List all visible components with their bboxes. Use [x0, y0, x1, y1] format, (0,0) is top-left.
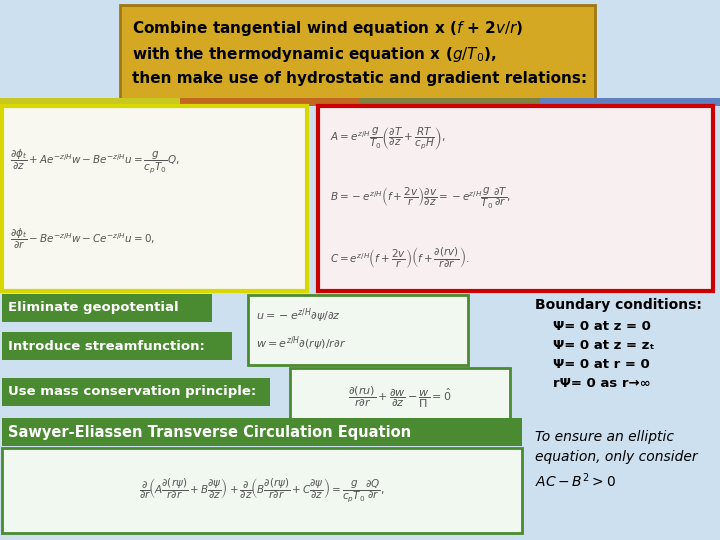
Text: To ensure an elliptic
equation, only consider
$AC - B^2 > 0$: To ensure an elliptic equation, only con… [535, 430, 698, 490]
Bar [2, 448, 522, 533]
Text: $\dfrac{\partial \phi_t}{\partial r} - Be^{-z/H}w - Ce^{-z/H}u = 0,$: $\dfrac{\partial \phi_t}{\partial r} - B… [10, 227, 155, 251]
Text: Use mass conservation principle:: Use mass conservation principle: [8, 386, 256, 399]
Bar [540, 98, 720, 106]
Bar [120, 5, 595, 100]
Text: $\dfrac{\partial(ru)}{r\partial r} + \dfrac{\partial w}{\partial z} - \dfrac{w}{: $\dfrac{\partial(ru)}{r\partial r} + \df… [348, 384, 451, 410]
Bar [2, 378, 270, 406]
Bar [2, 418, 522, 446]
Bar [180, 98, 360, 106]
Text: $C = e^{z/H}\left(f + \dfrac{2v}{r}\right)\left(f + \dfrac{\partial(rv)}{r\parti: $C = e^{z/H}\left(f + \dfrac{2v}{r}\righ… [330, 245, 469, 270]
Bar [2, 294, 212, 322]
Bar [360, 98, 540, 106]
Text: Introduce streamfunction:: Introduce streamfunction: [8, 340, 205, 353]
Text: Eliminate geopotential: Eliminate geopotential [8, 301, 179, 314]
Text: Boundary conditions:: Boundary conditions: [535, 298, 702, 312]
Bar [318, 106, 713, 291]
Text: $\dfrac{\partial \phi_t}{\partial z} + Ae^{-z/H}w - Be^{-z/H}u = \dfrac{g}{c_p T: $\dfrac{\partial \phi_t}{\partial z} + A… [10, 147, 179, 176]
Text: $\dfrac{\partial}{\partial r}\!\left(A\dfrac{\partial(r\psi)}{r\partial r} + B\d: $\dfrac{\partial}{\partial r}\!\left(A\d… [139, 476, 384, 505]
Text: Combine tangential wind equation x ($\mathit{f}$ + 2$\mathit{v/r}$)
with the the: Combine tangential wind equation x ($\ma… [132, 19, 587, 85]
Bar [248, 295, 468, 365]
Bar [290, 368, 510, 426]
Bar [2, 332, 232, 360]
Text: $u = -e^{z/H}\partial\psi/\partial z$: $u = -e^{z/H}\partial\psi/\partial z$ [256, 307, 341, 325]
Text: $w = e^{z/H}\partial(r\psi)/r\partial r$: $w = e^{z/H}\partial(r\psi)/r\partial r$ [256, 335, 346, 353]
Text: Ψ= 0 at z = 0
Ψ= 0 at z = zₜ
Ψ= 0 at r = 0
rΨ= 0 as r→∞: Ψ= 0 at z = 0 Ψ= 0 at z = zₜ Ψ= 0 at r =… [553, 320, 654, 390]
Text: $A = e^{z/H}\dfrac{g}{T_0}\left(\dfrac{\partial T}{\partial z} + \dfrac{RT}{c_p : $A = e^{z/H}\dfrac{g}{T_0}\left(\dfrac{\… [330, 126, 446, 152]
Text: Sawyer-Eliassen Transverse Circulation Equation: Sawyer-Eliassen Transverse Circulation E… [8, 424, 411, 440]
Bar [0, 98, 180, 106]
Bar [2, 106, 307, 291]
Text: $B = -e^{z/H}\left(f + \dfrac{2v}{r}\right)\dfrac{\partial v}{\partial z} = -e^{: $B = -e^{z/H}\left(f + \dfrac{2v}{r}\rig… [330, 186, 510, 211]
